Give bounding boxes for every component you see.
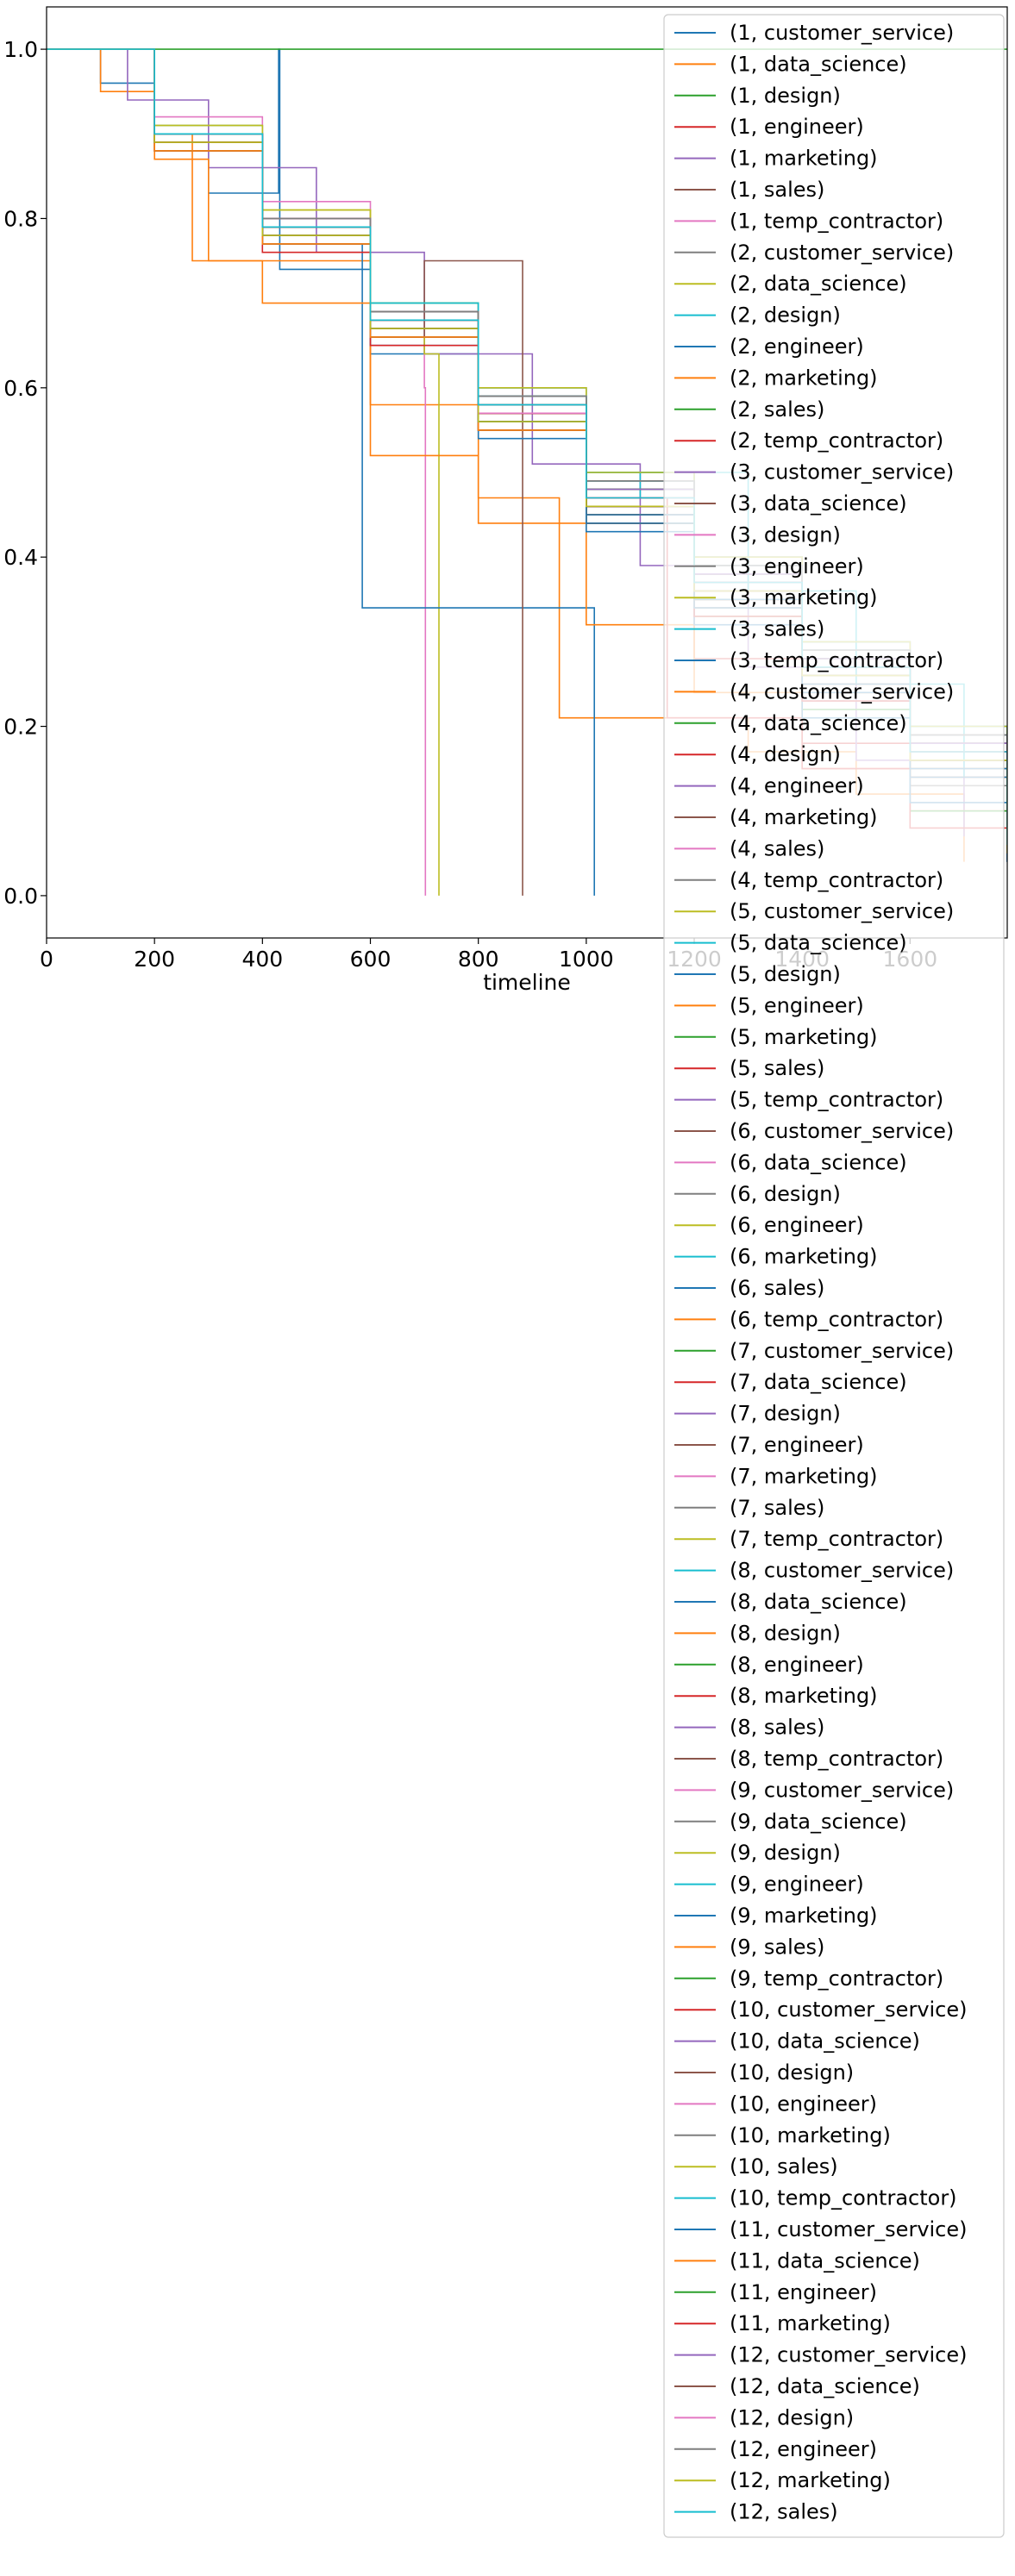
- legend-entry: (5, engineer): [730, 993, 864, 1017]
- legend-entry: (2, marketing): [730, 366, 878, 390]
- y-tick-label: 0.2: [3, 715, 38, 740]
- legend-entry: (4, design): [730, 742, 841, 766]
- x-tick-label: 0: [40, 947, 53, 972]
- legend-entry: (7, sales): [730, 1496, 824, 1520]
- legend-entry: (2, customer_service): [730, 241, 954, 265]
- x-axis-label: timeline: [483, 970, 571, 995]
- legend-entry: (6, temp_contractor): [730, 1307, 943, 1331]
- legend-entry: (6, customer_service): [730, 1119, 954, 1143]
- legend-entry: (1, customer_service): [730, 21, 954, 45]
- plot-frame: [46, 6, 1008, 939]
- legend-entry: (4, temp_contractor): [730, 868, 943, 892]
- legend-entry: (9, data_science): [730, 1810, 907, 1834]
- legend-entry: (3, marketing): [730, 585, 878, 610]
- y-tick-label: 0.8: [3, 206, 38, 231]
- legend-entry: (2, design): [730, 303, 841, 328]
- legend-entry: (7, data_science): [730, 1370, 907, 1394]
- legend-entry: (7, design): [730, 1402, 841, 1426]
- legend-entry: (8, marketing): [730, 1684, 878, 1708]
- legend-entry: (6, engineer): [730, 1213, 864, 1237]
- legend-entry: (1, data_science): [730, 52, 907, 76]
- legend-entry: (6, design): [730, 1182, 841, 1206]
- x-tick-label: 1000: [559, 947, 614, 972]
- legend-entry: (2, sales): [730, 397, 824, 422]
- legend-entry: (7, marketing): [730, 1464, 878, 1488]
- legend-entry: (4, marketing): [730, 805, 878, 829]
- legend-entry: (5, marketing): [730, 1025, 878, 1049]
- legend-entry: (8, data_science): [730, 1590, 907, 1614]
- legend-entry: (4, sales): [730, 836, 824, 860]
- legend-entry: (8, design): [730, 1621, 841, 1645]
- legend-entry: (1, design): [730, 84, 841, 108]
- y-tick-label: 1.0: [3, 37, 38, 62]
- legend-entry: (2, temp_contractor): [730, 428, 943, 453]
- legend-entry: (3, sales): [730, 617, 824, 641]
- legend-entry: (11, engineer): [730, 2280, 877, 2304]
- legend-entry: (9, marketing): [730, 1904, 878, 1928]
- legend-entry: (3, design): [730, 522, 841, 547]
- legend-entry: (12, marketing): [730, 2468, 891, 2492]
- legend-entry: (3, data_science): [730, 491, 907, 516]
- legend-entry: (9, engineer): [730, 1873, 864, 1897]
- x-tick-label: 200: [134, 947, 175, 972]
- x-tick-label: 800: [458, 947, 499, 972]
- legend-entry: (4, engineer): [730, 774, 864, 798]
- legend-entry: (5, sales): [730, 1056, 824, 1080]
- legend-entry: (10, design): [730, 2060, 854, 2085]
- legend-entry: (11, marketing): [730, 2311, 891, 2335]
- legend-entry: (9, temp_contractor): [730, 1966, 943, 1991]
- legend-entry: (12, customer_service): [730, 2343, 968, 2367]
- legend-entry: (3, temp_contractor): [730, 648, 943, 672]
- legend-entry: (8, engineer): [730, 1653, 864, 1677]
- legend: (1, customer_service) (1, data_science) (1…: [663, 14, 1005, 2538]
- legend-entry: (5, customer_service): [730, 899, 954, 923]
- legend-entry: (10, engineer): [730, 2091, 877, 2116]
- legend-entry: (9, sales): [730, 1935, 824, 1959]
- legend-entry: (7, temp_contractor): [730, 1527, 943, 1551]
- legend-entry: (12, data_science): [730, 2374, 920, 2398]
- y-axis-ticks: 0.0 0.2 0.4 0.6 0.8 1.0: [3, 37, 47, 909]
- x-tick-label: 400: [241, 947, 283, 972]
- legend-entry: (8, sales): [730, 1716, 824, 1740]
- legend-entry: (2, engineer): [730, 335, 864, 359]
- legend-entry: (10, temp_contractor): [730, 2186, 957, 2210]
- legend-entry: (11, customer_service): [730, 2217, 968, 2241]
- legend-entry: (1, marketing): [730, 147, 878, 171]
- legend-entry: (5, data_science): [730, 931, 907, 955]
- legend-entry: (10, customer_service): [730, 1998, 968, 2022]
- legend-entry: (12, design): [730, 2405, 854, 2429]
- legend-entry: (11, data_science): [730, 2248, 920, 2273]
- y-tick-label: 0.0: [3, 884, 38, 909]
- legend-entry: (5, temp_contractor): [730, 1088, 943, 1112]
- legend-entry: (1, temp_contractor): [730, 209, 943, 233]
- legend-entry: (8, customer_service): [730, 1559, 954, 1583]
- legend-entry: (12, sales): [730, 2500, 838, 2524]
- x-tick-label: 600: [350, 947, 392, 972]
- legend-entry: (10, sales): [730, 2154, 838, 2179]
- legend-entry: (1, engineer): [730, 115, 864, 139]
- legend-entry: (4, data_science): [730, 711, 907, 735]
- legend-entry: (7, customer_service): [730, 1339, 954, 1363]
- legend-entry: (8, temp_contractor): [730, 1747, 943, 1771]
- y-tick-label: 0.4: [3, 545, 38, 570]
- legend-entry: (7, engineer): [730, 1433, 864, 1457]
- legend-box: [663, 14, 1005, 2538]
- legend-entry: (6, sales): [730, 1276, 824, 1300]
- legend-entry: (6, marketing): [730, 1245, 878, 1269]
- legend-entry: (2, data_science): [730, 272, 907, 296]
- legend-entry: (9, design): [730, 1841, 841, 1865]
- legend-entry: (10, data_science): [730, 2029, 920, 2054]
- legend-entry: (3, engineer): [730, 554, 864, 578]
- legend-entry: (10, marketing): [730, 2123, 891, 2148]
- legend-entry: (6, data_science): [730, 1150, 907, 1174]
- y-tick-label: 0.6: [3, 376, 38, 401]
- legend-entry: (4, customer_service): [730, 679, 954, 703]
- legend-entry: (5, design): [730, 962, 841, 986]
- legend-entry: (9, customer_service): [730, 1778, 954, 1802]
- legend-entry: (1, sales): [730, 178, 824, 202]
- legend-entry: (3, customer_service): [730, 460, 954, 485]
- legend-entry: (12, engineer): [730, 2437, 877, 2461]
